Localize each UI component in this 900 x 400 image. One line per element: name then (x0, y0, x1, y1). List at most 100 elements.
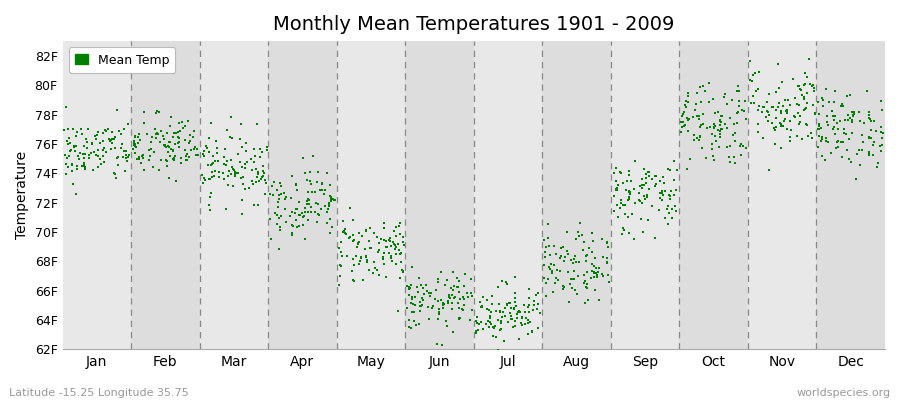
Point (389, 243, 403, 250)
Point (480, 306, 494, 312)
Point (119, 152, 133, 159)
Point (806, 88, 821, 94)
Point (760, 108, 774, 114)
Point (96, 129, 111, 136)
Point (100, 126, 114, 132)
Point (306, 153, 320, 160)
Point (638, 196, 652, 202)
Point (793, 86, 807, 92)
Point (279, 194, 293, 200)
Point (128, 143, 142, 150)
Point (783, 102, 797, 109)
Point (706, 121, 721, 128)
Point (104, 146, 118, 152)
Point (833, 138, 848, 145)
Point (537, 262, 552, 269)
Point (580, 285, 594, 292)
Point (350, 240, 365, 246)
Point (107, 171, 122, 178)
Point (667, 192, 681, 198)
Point (211, 158, 225, 164)
Point (655, 173, 670, 180)
Title: Monthly Mean Temperatures 1901 - 2009: Monthly Mean Temperatures 1901 - 2009 (273, 15, 674, 34)
Point (830, 120, 844, 126)
Point (76, 151, 90, 157)
Point (322, 200, 337, 206)
Point (295, 154, 310, 161)
Point (258, 180, 273, 186)
Point (862, 109, 877, 115)
Point (256, 172, 271, 179)
Point (162, 144, 176, 150)
Point (609, 185, 624, 191)
Point (272, 246, 286, 252)
Point (164, 146, 178, 152)
Point (342, 235, 356, 242)
Point (464, 276, 478, 282)
Point (320, 219, 335, 226)
Point (176, 119, 190, 125)
Point (776, 123, 790, 129)
Point (722, 154, 736, 160)
Point (228, 169, 242, 176)
Point (676, 118, 690, 125)
Point (323, 182, 338, 188)
Point (323, 193, 338, 200)
Point (812, 111, 826, 117)
Point (492, 309, 507, 316)
Point (731, 83, 745, 90)
Point (202, 202, 216, 208)
Point (204, 174, 219, 180)
Point (379, 274, 393, 280)
Point (680, 103, 694, 110)
Point (379, 244, 393, 250)
Point (620, 178, 634, 184)
Point (635, 200, 650, 206)
Point (334, 263, 348, 270)
Point (474, 304, 489, 311)
Point (549, 251, 563, 258)
Point (323, 230, 338, 236)
Point (797, 70, 812, 76)
Point (579, 253, 593, 259)
Point (655, 189, 670, 196)
Point (861, 112, 876, 118)
Point (393, 250, 408, 256)
Point (371, 248, 385, 255)
Point (585, 249, 599, 256)
Point (789, 101, 804, 107)
Point (96, 138, 111, 144)
Point (158, 143, 172, 150)
Point (482, 307, 496, 313)
Point (575, 232, 590, 239)
Point (726, 154, 741, 160)
Point (227, 167, 241, 174)
Point (77, 160, 92, 166)
Point (244, 156, 258, 162)
Point (861, 114, 876, 121)
Point (159, 163, 174, 170)
Point (707, 157, 722, 164)
Point (218, 146, 232, 152)
Point (818, 156, 832, 163)
Point (76, 163, 90, 170)
Point (847, 108, 861, 115)
Point (616, 202, 630, 208)
Point (705, 131, 719, 138)
Point (483, 315, 498, 321)
Point (544, 268, 559, 274)
Point (150, 108, 165, 115)
Point (131, 156, 146, 162)
Point (771, 85, 786, 91)
Point (157, 136, 171, 142)
Point (713, 128, 727, 134)
Point (820, 122, 834, 129)
Point (815, 97, 830, 104)
Point (706, 146, 720, 152)
Point (69, 133, 84, 140)
Point (688, 136, 702, 143)
Point (556, 244, 571, 251)
Point (248, 159, 262, 165)
Point (780, 110, 795, 116)
Point (755, 104, 770, 110)
